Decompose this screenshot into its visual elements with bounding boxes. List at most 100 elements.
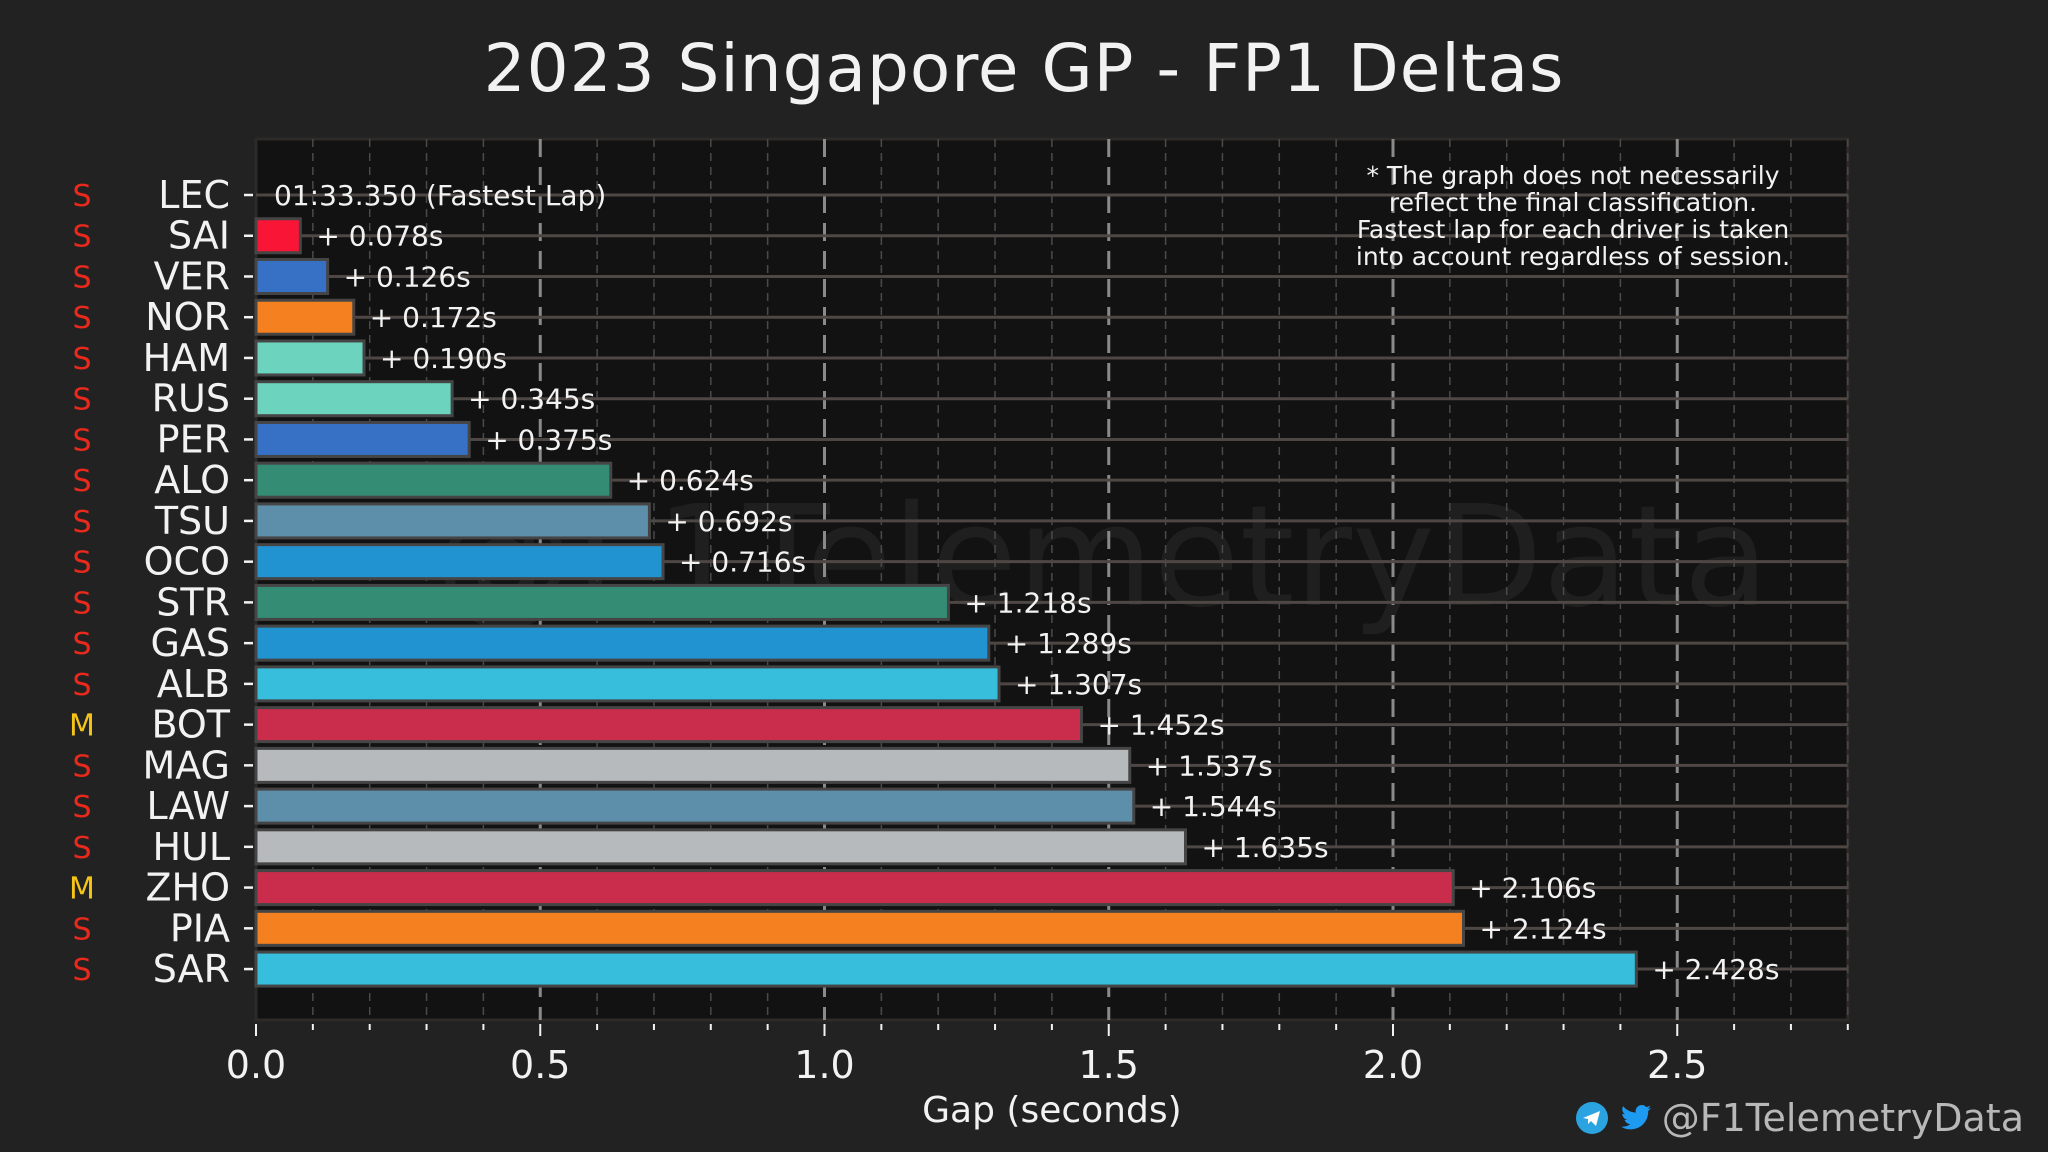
delta-label-hul: + 1.635s [1201,831,1328,864]
driver-label-bot: BOT [151,703,230,747]
chart-title: 2023 Singapore GP - FP1 Deltas [483,30,1565,107]
delta-label-zho: + 2.106s [1469,872,1596,905]
driver-label-oco: OCO [144,540,230,584]
delta-label-gas: + 1.289s [1005,627,1132,660]
tyre-compound-str: S [72,586,91,621]
driver-label-tsu: TSU [154,499,230,543]
twitter-icon[interactable] [1618,1100,1654,1136]
driver-labels: LECSSAISVERSNORSHAMSRUSSPERSALOSTSUSOCOS… [69,173,253,991]
driver-label-mag: MAG [142,743,230,787]
bar-alb [254,665,1001,703]
tyre-compound-alb: S [72,668,91,703]
bar-tsu [254,502,651,540]
tyre-compound-sai: S [72,220,91,255]
tyre-compound-nor: S [72,301,91,336]
footer-credit: @F1TelemetryData [1574,1096,2024,1140]
note-line: reflect the final classification. [1389,188,1757,217]
bar-zho [254,869,1455,907]
x-tick-label: 0.0 [226,1043,286,1087]
delta-label-str: + 1.218s [964,586,1091,619]
delta-label-tsu: + 0.692s [665,505,792,538]
tyre-compound-lec: S [72,179,91,214]
bar-law [254,787,1136,825]
driver-label-gas: GAS [150,621,230,665]
driver-label-pia: PIA [170,906,230,950]
bar-pia [254,909,1465,947]
driver-label-alo: ALO [154,458,230,502]
delta-label-rus: + 0.345s [468,383,595,416]
tyre-compound-bot: M [69,709,95,744]
tyre-compound-sar: S [72,953,91,988]
bar-nor [254,298,356,336]
driver-label-rus: RUS [152,377,230,421]
bar-per [254,420,471,458]
driver-label-str: STR [156,580,230,624]
delta-label-per: + 0.375s [485,423,612,456]
note-line: Fastest lap for each driver is taken [1357,215,1789,244]
x-tick-label: 0.5 [510,1043,570,1087]
x-tick-label: 1.5 [1079,1043,1139,1087]
x-axis-label: Gap (seconds) [922,1090,1182,1131]
driver-label-sai: SAI [168,214,230,258]
x-tick-label: 2.0 [1363,1043,1423,1087]
driver-label-zho: ZHO [145,866,230,910]
telegram-icon[interactable] [1574,1100,1610,1136]
delta-label-ham: + 0.190s [380,342,507,375]
tyre-compound-ver: S [72,260,91,295]
tyre-compound-per: S [72,423,91,458]
tyre-compound-gas: S [72,627,91,662]
delta-label-sai: + 0.078s [316,220,443,253]
note-line: into account regardless of session. [1356,242,1790,271]
bar-alo [254,461,613,499]
bar-hul [254,828,1187,866]
x-axis: 0.0 0.5 1.0 1.5 2.0 2.5 [226,1024,1849,1087]
bar-rus [254,380,454,418]
bar-sar [254,950,1638,988]
driver-label-sar: SAR [153,947,230,991]
delta-label-alo: + 0.624s [627,464,754,497]
delta-label-oco: + 0.716s [679,546,806,579]
tyre-compound-hul: S [72,831,91,866]
tyre-compound-oco: S [72,546,91,581]
bar-mag [254,746,1132,784]
bar-gas [254,624,991,662]
x-tick-label: 2.5 [1647,1043,1707,1087]
tyre-compound-law: S [72,790,91,825]
tyre-compound-zho: M [69,872,95,907]
tyre-compound-mag: S [72,749,91,784]
delta-label-sar: + 2.428s [1652,953,1779,986]
fastest-lap-label: 01:33.350 (Fastest Lap) [274,179,606,212]
x-tick-label: 1.0 [794,1043,854,1087]
delta-label-ver: + 0.126s [344,260,471,293]
delta-label-nor: + 0.172s [370,301,497,334]
tyre-compound-rus: S [72,383,91,418]
bar-str [254,583,950,621]
tyre-compound-ham: S [72,342,91,377]
tyre-compound-pia: S [72,912,91,947]
driver-label-law: LAW [146,784,230,828]
driver-label-lec: LEC [158,173,230,217]
bars: 01:33.350 (Fastest Lap) + 0.078s + 0.126s +… [254,179,1779,988]
bar-ham [254,339,366,377]
note-line: * The graph does not necessarily [1366,161,1779,190]
delta-label-pia: + 2.124s [1479,912,1606,945]
delta-label-alb: + 1.307s [1015,668,1142,701]
disclaimer-note: * The graph does not necessarilyreflect … [1356,161,1790,271]
bar-sai [254,217,302,255]
tyre-compound-tsu: S [72,505,91,540]
bar-bot [254,706,1083,744]
driver-label-alb: ALB [157,662,230,706]
bar-oco [254,543,665,581]
delta-label-mag: + 1.537s [1146,749,1273,782]
delta-label-law: + 1.544s [1150,790,1277,823]
bar-ver [254,257,330,295]
driver-label-nor: NOR [145,295,230,339]
tyre-compound-alo: S [72,464,91,499]
delta-label-bot: + 1.452s [1097,709,1224,742]
driver-label-ver: VER [154,254,230,298]
footer-handle[interactable]: @F1TelemetryData [1661,1096,2024,1140]
driver-label-ham: HAM [143,336,230,380]
driver-label-hul: HUL [152,825,230,869]
driver-label-per: PER [157,417,230,461]
